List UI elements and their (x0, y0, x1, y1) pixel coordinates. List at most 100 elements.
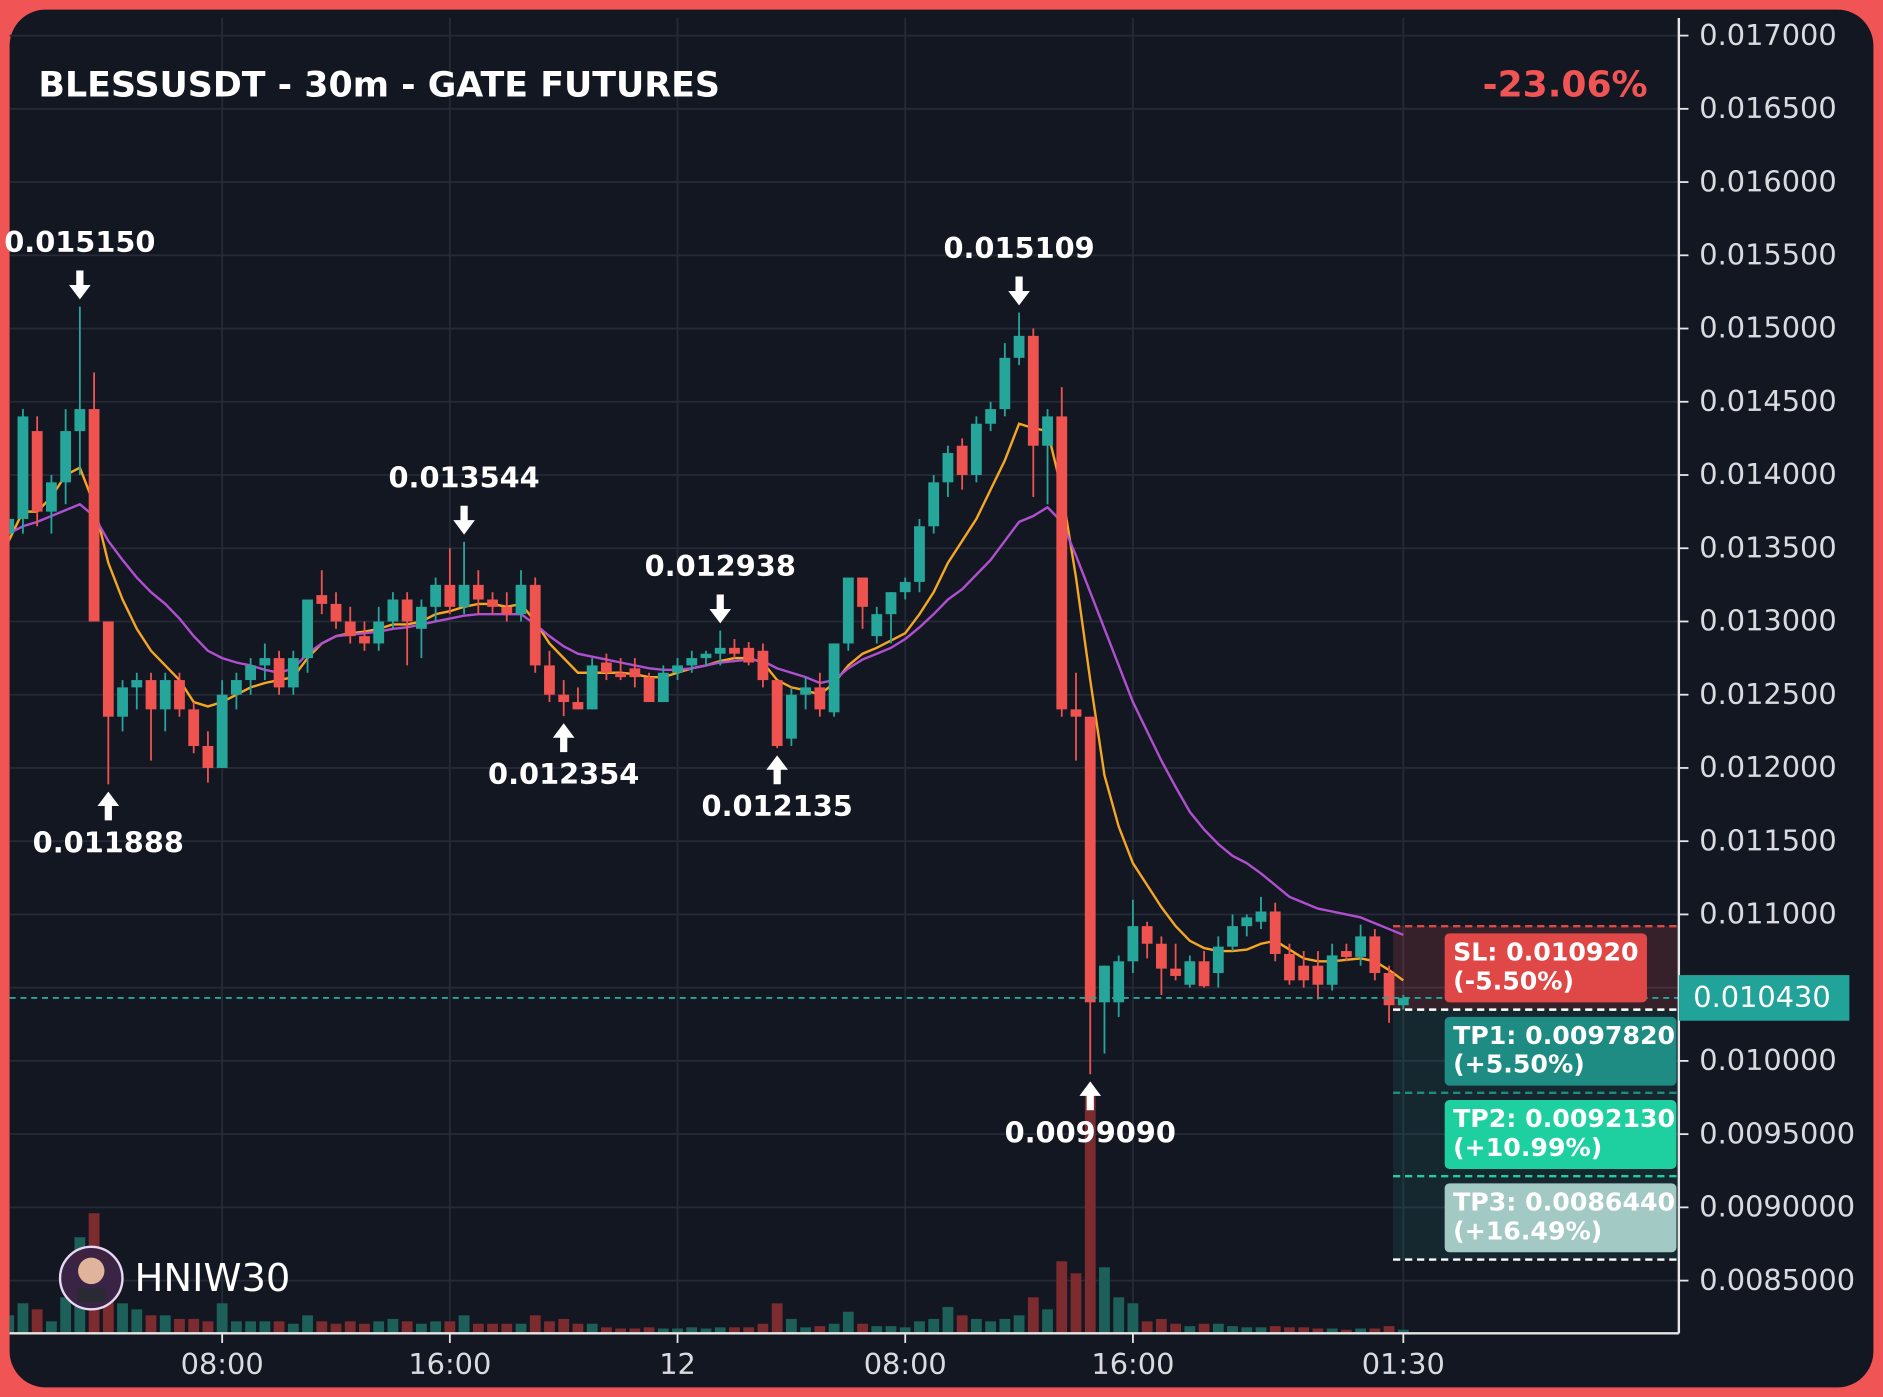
volume-bar (1269, 1326, 1281, 1334)
volume-bar (273, 1321, 285, 1334)
volume-bar (828, 1323, 840, 1334)
watermark-avatar (58, 1245, 124, 1311)
volume-bar (700, 1328, 712, 1334)
volume-bar (202, 1321, 214, 1334)
volume-bar (1042, 1309, 1053, 1334)
candle-body (558, 694, 570, 703)
volume-bar (814, 1326, 826, 1334)
volume-bar (914, 1321, 925, 1334)
volume-bar (45, 1321, 57, 1334)
volume-bar (287, 1323, 299, 1334)
volume-bar (970, 1318, 982, 1334)
level-box (1444, 933, 1647, 1003)
high-label: 0.012938 (645, 549, 796, 583)
volume-bar (615, 1328, 627, 1334)
volume-bar (956, 1315, 968, 1334)
volume-bar (1127, 1303, 1139, 1334)
candle-body (1326, 955, 1338, 985)
price-label: 0.010430 (1693, 980, 1830, 1014)
volume-bar (9, 1315, 15, 1334)
candle-body (230, 680, 242, 695)
candle-body (842, 577, 854, 644)
candle-body (515, 584, 527, 615)
volume-bar (928, 1318, 940, 1334)
candle-body (444, 584, 456, 607)
y-tick-label: 0.011500 (1699, 823, 1836, 857)
candle-body (259, 658, 271, 666)
change-percent: -23.06% (1483, 64, 1648, 105)
arrow-up (97, 791, 120, 821)
y-tick-label: 0.013500 (1699, 530, 1836, 564)
candle-body (985, 409, 997, 424)
candle-body (9, 518, 15, 534)
volume-bar (871, 1326, 883, 1334)
volume-bar (1340, 1329, 1352, 1334)
volume-bar (245, 1321, 257, 1334)
candle-body (174, 680, 185, 710)
candle-body (1369, 936, 1381, 974)
candle-body (131, 680, 143, 688)
volume-bar (1084, 1095, 1096, 1334)
background (9, 9, 1874, 1388)
candle-body (1113, 961, 1125, 1003)
volume-bar (1241, 1327, 1253, 1334)
volume-bar (230, 1321, 242, 1334)
candle-body (1212, 946, 1224, 974)
volume-bar (373, 1321, 385, 1334)
candle-body (159, 680, 171, 710)
volume-bar (1227, 1326, 1238, 1334)
volume-bar (999, 1318, 1011, 1334)
volume-bar (472, 1323, 484, 1334)
candle-body (970, 423, 982, 476)
candle-body (1184, 961, 1196, 985)
candle-body (202, 745, 214, 768)
volume-bar (415, 1323, 427, 1334)
candle-body (544, 665, 555, 695)
candle-body (88, 409, 100, 622)
volume-bar (458, 1315, 470, 1334)
volume-bar (1170, 1323, 1182, 1334)
volume-bar (1284, 1327, 1295, 1334)
candle-body (287, 658, 299, 688)
candle-body (1255, 911, 1267, 922)
candle-body (729, 647, 740, 654)
volume-bar (1027, 1297, 1039, 1334)
volume-bar (444, 1321, 456, 1334)
volume-bar (60, 1297, 72, 1334)
y-tick-label: 0.014500 (1699, 384, 1836, 418)
candle-body (188, 709, 200, 746)
candle-body (771, 680, 783, 746)
candle-body (245, 665, 257, 681)
volume-bar (572, 1323, 584, 1334)
level-change: (-5.50%) (1453, 966, 1574, 995)
volume-bar (344, 1321, 356, 1334)
candle-body (216, 694, 228, 768)
axis-labels: 0.017000 0.016500 0.016000 0.015500 0.015000… (181, 18, 1855, 1381)
arrow-down (453, 505, 475, 535)
volume-bar (1355, 1328, 1367, 1334)
candle-body (1070, 709, 1082, 717)
candle-body (1227, 926, 1238, 947)
candle-body (31, 431, 43, 512)
y-tick-label: 0.010000 (1699, 1043, 1836, 1077)
candle-body (857, 577, 868, 607)
volume-bar (188, 1318, 200, 1334)
volume-bar (1155, 1318, 1167, 1334)
candle-body (885, 592, 897, 615)
candle-body (1340, 951, 1352, 957)
level-change: (+10.99%) (1453, 1133, 1602, 1162)
candle-body (800, 687, 812, 695)
level-change: (+16.49%) (1453, 1216, 1602, 1245)
candle-body (600, 662, 612, 673)
volume-bar (899, 1327, 911, 1334)
volume-bar (657, 1328, 669, 1334)
volume-bar (515, 1323, 527, 1334)
volume-bar (686, 1327, 698, 1334)
x-tick-label: 08:00 (181, 1347, 264, 1381)
volume-bar (1383, 1326, 1395, 1334)
volume-bar (316, 1321, 328, 1334)
candle-body (316, 595, 328, 604)
candle-body (828, 643, 840, 713)
